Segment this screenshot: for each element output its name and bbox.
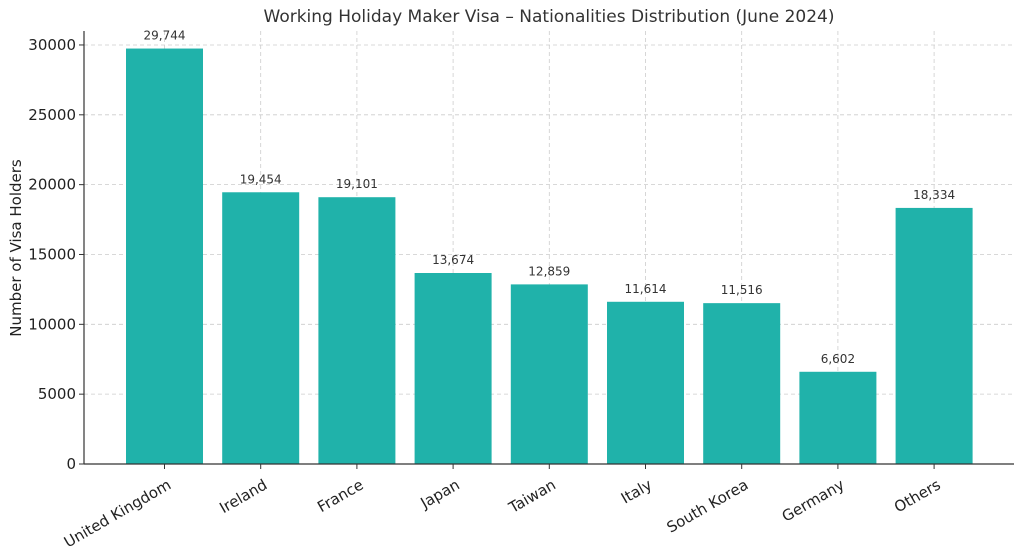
data-label: 29,744 xyxy=(144,29,186,43)
data-label: 19,454 xyxy=(240,172,282,186)
data-label: 19,101 xyxy=(336,177,378,191)
bar xyxy=(414,273,492,464)
y-tick-label: 15000 xyxy=(28,245,76,263)
bar xyxy=(799,371,877,464)
y-tick-label: 0 xyxy=(66,455,76,473)
axes xyxy=(79,31,1014,469)
x-tick-label: Italy xyxy=(618,476,655,508)
y-tick-label: 30000 xyxy=(28,36,76,54)
bar xyxy=(126,48,203,464)
data-label: 6,602 xyxy=(821,352,855,366)
data-label: 11,614 xyxy=(625,282,667,296)
bar xyxy=(895,207,973,465)
bars xyxy=(126,48,973,465)
x-tick-label: Others xyxy=(891,475,944,516)
bar xyxy=(510,284,588,464)
x-tick-label: Germany xyxy=(779,476,848,526)
x-tick-label: Taiwan xyxy=(505,476,559,518)
y-axis-label: Number of Visa Holders xyxy=(7,159,25,337)
y-tick-label: 20000 xyxy=(28,176,76,194)
x-tick-label: France xyxy=(314,476,366,517)
y-tick-label: 25000 xyxy=(28,106,76,124)
x-tick-label: Ireland xyxy=(216,476,270,518)
x-tick-label: Japan xyxy=(417,476,463,513)
x-tick-label: United Kingdom xyxy=(61,476,174,552)
data-label: 11,516 xyxy=(721,283,763,297)
y-tick-label: 10000 xyxy=(28,315,76,333)
data-label: 18,334 xyxy=(913,188,955,202)
x-tick-label: South Korea xyxy=(664,476,752,537)
bar xyxy=(607,301,684,464)
data-label: 12,859 xyxy=(528,264,570,278)
chart-title: Working Holiday Maker Visa – Nationaliti… xyxy=(264,7,835,27)
y-tick-label: 5000 xyxy=(38,385,76,403)
bar xyxy=(222,192,300,464)
bar xyxy=(703,303,781,464)
bar xyxy=(318,197,396,465)
data-label: 13,674 xyxy=(432,253,474,267)
